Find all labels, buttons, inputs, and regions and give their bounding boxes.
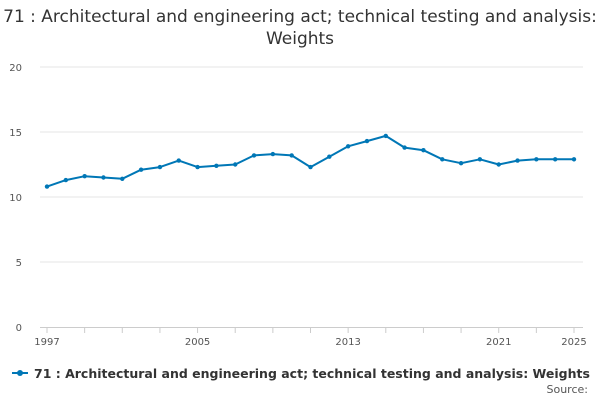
x-tick-label: 2021 xyxy=(486,337,511,348)
data-point[interactable] xyxy=(195,164,200,170)
data-point[interactable] xyxy=(402,145,407,150)
legend[interactable]: 71 : Architectural and engineering act; … xyxy=(12,364,590,382)
data-point[interactable] xyxy=(458,161,464,166)
x-tick-label: 2005 xyxy=(185,337,210,348)
chart-title: 71 : Architectural and engineering act; … xyxy=(3,7,597,49)
source-label: Source: xyxy=(546,383,589,396)
data-point[interactable] xyxy=(157,164,163,170)
data-point[interactable] xyxy=(552,157,558,162)
plot-area xyxy=(44,133,577,189)
y-tick-label: 0 xyxy=(16,323,22,334)
y-tick-label: 20 xyxy=(9,63,22,74)
data-point[interactable] xyxy=(233,162,238,167)
data-point[interactable] xyxy=(308,164,313,170)
data-point[interactable] xyxy=(496,162,501,167)
legend-series-marker xyxy=(12,368,28,378)
data-point[interactable] xyxy=(477,157,483,162)
series-line xyxy=(46,134,574,188)
data-point[interactable] xyxy=(138,167,144,172)
data-point[interactable] xyxy=(251,153,257,158)
data-point[interactable] xyxy=(44,184,50,189)
data-point[interactable] xyxy=(101,175,106,180)
y-tick-label: 5 xyxy=(16,258,22,269)
x-axis: 1997 2005 2013 2021 2025 xyxy=(34,327,587,348)
data-point[interactable] xyxy=(421,148,426,153)
x-tick-label: 1997 xyxy=(34,337,59,348)
data-point[interactable] xyxy=(120,176,125,181)
data-point[interactable] xyxy=(289,153,294,158)
x-tick-label: 2025 xyxy=(561,337,586,348)
data-point[interactable] xyxy=(327,154,332,159)
data-point[interactable] xyxy=(214,163,219,168)
data-point[interactable] xyxy=(515,158,520,163)
data-point[interactable] xyxy=(176,158,181,163)
gridlines xyxy=(40,66,583,263)
data-point[interactable] xyxy=(270,151,276,157)
y-axis-ticks: 0 5 10 15 20 xyxy=(9,63,22,334)
data-point[interactable] xyxy=(345,144,351,149)
data-point[interactable] xyxy=(571,157,577,162)
data-point[interactable] xyxy=(364,138,370,144)
legend-series-label: 71 : Architectural and engineering act; … xyxy=(34,365,590,381)
data-point[interactable] xyxy=(63,177,69,183)
y-tick-label: 15 xyxy=(9,128,22,139)
data-point[interactable] xyxy=(440,157,445,162)
data-point[interactable] xyxy=(82,174,87,179)
x-tick-label: 2013 xyxy=(335,337,360,348)
y-tick-label: 10 xyxy=(9,193,22,204)
data-point[interactable] xyxy=(534,157,539,162)
data-point[interactable] xyxy=(383,133,388,139)
